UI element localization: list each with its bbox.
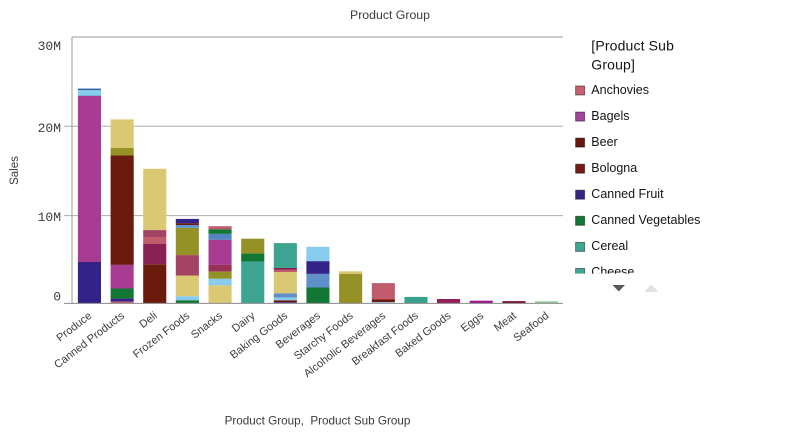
svg-text:30M: 30M — [38, 39, 61, 54]
svg-text:Canned Fruit: Canned Fruit — [591, 187, 664, 201]
svg-text:Beer: Beer — [591, 135, 617, 149]
svg-text:Cereal: Cereal — [591, 239, 628, 253]
svg-text:Canned Vegetables: Canned Vegetables — [591, 213, 700, 227]
svg-text:[Product Sub: [Product Sub — [591, 38, 674, 54]
svg-text:Cheese: Cheese — [591, 265, 634, 279]
svg-text:Bagels: Bagels — [591, 109, 629, 123]
svg-text:Sales: Sales — [9, 156, 21, 185]
svg-text:0: 0 — [53, 290, 61, 305]
svg-text:10M: 10M — [38, 210, 61, 225]
svg-text:Product Group: Product Group — [350, 8, 430, 22]
svg-text:20M: 20M — [38, 121, 61, 136]
svg-text:Anchovies: Anchovies — [591, 83, 649, 97]
svg-text:Bologna: Bologna — [591, 161, 637, 175]
svg-text:Group]: Group] — [591, 57, 635, 73]
svg-text:Product Group, Product Sub Gr: Product Group, Product Sub Group — [225, 415, 411, 428]
